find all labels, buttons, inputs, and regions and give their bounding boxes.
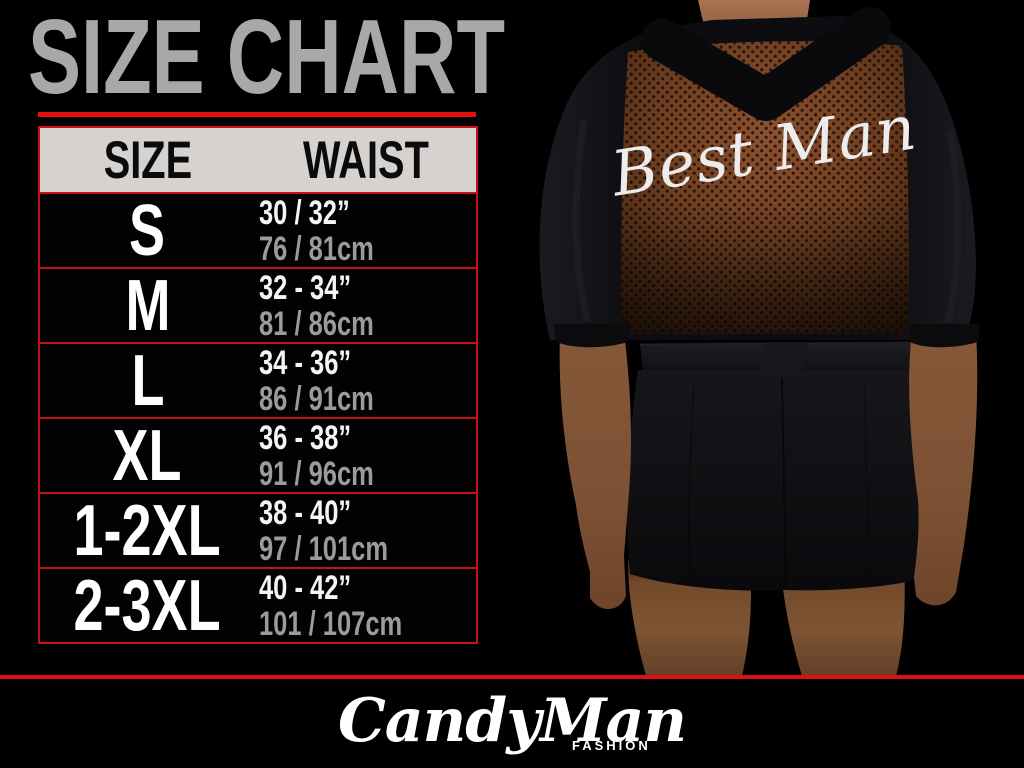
page-title-text: SIZE CHART xyxy=(28,0,505,116)
waist-inches: 40 - 42” xyxy=(259,568,352,607)
waist-inches: 38 - 40” xyxy=(259,493,352,532)
size-cell: 1-2XL xyxy=(40,490,255,572)
column-header-size-label: SIZE xyxy=(103,130,192,190)
waist-cm: 76 / 81cm xyxy=(259,229,374,268)
size-label: 2-3XL xyxy=(73,565,222,646)
waist-cell: 34 - 36” 86 / 91cm xyxy=(255,345,476,417)
size-label: L xyxy=(130,340,164,421)
size-cell: L xyxy=(40,340,255,422)
table-row-m: M 32 - 34” 81 / 86cm xyxy=(38,265,478,347)
waist-cm: 91 / 96cm xyxy=(259,454,374,493)
brand-logo: CandyMan FASHION xyxy=(0,686,1024,756)
robe-collar xyxy=(641,7,891,121)
waist-cm: 101 / 107cm xyxy=(259,604,403,643)
man-right-arm xyxy=(909,332,978,606)
brand-name: CandyMan xyxy=(338,686,687,756)
size-label: M xyxy=(124,265,170,346)
waist-cell: 36 - 38” 91 / 96cm xyxy=(255,420,476,492)
skirt-pleat xyxy=(863,379,868,579)
man-left-arm xyxy=(559,332,631,610)
size-cell: M xyxy=(40,265,255,347)
size-label: S xyxy=(129,190,166,271)
table-header-row: SIZE WAIST xyxy=(38,126,478,194)
size-cell: S xyxy=(40,190,255,272)
waist-inches: 34 - 36” xyxy=(259,343,352,382)
table-row-2-3xl: 2-3XL 40 - 42” 101 / 107cm xyxy=(38,565,478,647)
waist-cell: 38 - 40” 97 / 101cm xyxy=(255,495,476,567)
waist-cm: 86 / 91cm xyxy=(259,379,374,418)
page-title: SIZE CHART xyxy=(28,4,664,110)
waist-cell: 32 - 34” 81 / 86cm xyxy=(255,270,476,342)
waist-cm: 97 / 101cm xyxy=(259,529,389,568)
waist-cm: 81 / 86cm xyxy=(259,304,374,343)
column-header-size: SIZE xyxy=(40,130,255,191)
brand-subtitle: FASHION xyxy=(572,738,651,753)
mesh-shadow xyxy=(621,41,909,334)
waist-cell: 40 - 42” 101 / 107cm xyxy=(255,570,476,642)
waist-inches: 36 - 38” xyxy=(259,418,352,457)
sleeve-fold-highlight xyxy=(572,119,592,323)
left-cuff-edge xyxy=(554,324,630,348)
size-label: XL xyxy=(112,415,182,496)
sleeve-fold-highlight xyxy=(944,129,962,323)
size-label: 1-2XL xyxy=(73,490,222,571)
size-cell: XL xyxy=(40,415,255,497)
skirt-pleat xyxy=(688,379,695,583)
column-header-waist: WAIST xyxy=(255,130,476,191)
waist-inches: 32 - 34” xyxy=(259,268,352,307)
table-row-l: L 34 - 36” 86 / 91cm xyxy=(38,340,478,422)
waist-inches: 30 / 32” xyxy=(259,193,350,232)
column-header-waist-label: WAIST xyxy=(302,130,429,190)
footer-divider xyxy=(0,675,1024,679)
product-photo: Best Man xyxy=(539,0,980,676)
title-underline xyxy=(38,112,476,117)
table-row-xl: XL 36 - 38” 91 / 96cm xyxy=(38,415,478,497)
robe-skirt xyxy=(627,370,948,591)
size-table: SIZE WAIST S 30 / 32” 76 / 81cm M 32 - 3… xyxy=(38,126,478,647)
right-cuff-edge xyxy=(908,324,980,348)
table-row-s: S 30 / 32” 76 / 81cm xyxy=(38,190,478,272)
table-row-1-2xl: 1-2XL 38 - 40” 97 / 101cm xyxy=(38,490,478,572)
waist-cell: 30 / 32” 76 / 81cm xyxy=(255,195,476,267)
skirt-center-seam xyxy=(781,377,787,589)
size-cell: 2-3XL xyxy=(40,565,255,647)
